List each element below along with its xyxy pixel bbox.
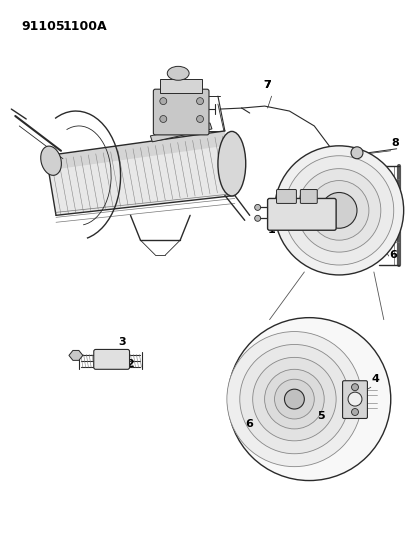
Circle shape	[309, 181, 368, 240]
Circle shape	[320, 192, 356, 228]
Polygon shape	[46, 131, 234, 215]
Text: 91105: 91105	[21, 20, 65, 33]
Text: 1100A: 1100A	[63, 20, 107, 33]
FancyBboxPatch shape	[267, 198, 335, 230]
Circle shape	[159, 98, 166, 104]
FancyBboxPatch shape	[342, 381, 366, 418]
Circle shape	[284, 156, 393, 265]
Text: 3: 3	[118, 337, 126, 348]
Circle shape	[227, 318, 390, 481]
Bar	[160, 79, 202, 93]
Circle shape	[254, 205, 260, 211]
Text: 7: 7	[263, 80, 271, 90]
FancyBboxPatch shape	[276, 190, 296, 204]
Polygon shape	[46, 131, 224, 171]
Text: 8: 8	[391, 138, 399, 148]
Ellipse shape	[40, 146, 61, 175]
Circle shape	[252, 358, 335, 441]
Circle shape	[254, 215, 260, 221]
Text: 5: 5	[316, 411, 324, 421]
Circle shape	[350, 147, 362, 159]
Text: 7: 7	[263, 80, 271, 90]
Circle shape	[347, 392, 361, 406]
Circle shape	[297, 168, 380, 252]
Circle shape	[351, 384, 358, 391]
Text: 6: 6	[245, 419, 253, 429]
Circle shape	[226, 332, 361, 467]
Polygon shape	[150, 123, 211, 142]
Text: 6: 6	[388, 250, 396, 260]
Circle shape	[274, 146, 403, 275]
Text: 1: 1	[267, 225, 275, 235]
Circle shape	[284, 389, 304, 409]
Circle shape	[264, 369, 323, 429]
FancyBboxPatch shape	[153, 89, 209, 135]
Circle shape	[274, 379, 313, 419]
Circle shape	[351, 408, 358, 416]
Ellipse shape	[167, 66, 189, 80]
Text: 2: 2	[126, 359, 134, 369]
FancyBboxPatch shape	[300, 190, 316, 204]
FancyBboxPatch shape	[93, 350, 129, 369]
Text: 4: 4	[371, 374, 379, 384]
Circle shape	[196, 98, 203, 104]
Polygon shape	[69, 350, 83, 360]
Circle shape	[239, 344, 348, 454]
Ellipse shape	[217, 132, 245, 196]
Circle shape	[196, 116, 203, 123]
Circle shape	[159, 116, 166, 123]
